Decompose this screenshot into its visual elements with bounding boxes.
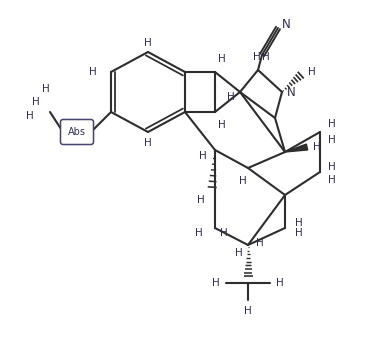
Text: H: H <box>295 218 303 228</box>
Text: H: H <box>144 38 152 48</box>
Text: H: H <box>197 195 205 205</box>
Text: H: H <box>313 142 321 152</box>
Text: H: H <box>89 67 97 77</box>
Text: H: H <box>328 119 336 129</box>
Text: H: H <box>239 176 247 186</box>
Text: H: H <box>218 54 226 64</box>
Polygon shape <box>285 144 308 152</box>
Text: N: N <box>282 17 291 31</box>
Text: H: H <box>235 248 243 258</box>
Text: H: H <box>253 52 261 62</box>
Text: H: H <box>276 278 284 288</box>
Text: H: H <box>328 162 336 172</box>
Text: H: H <box>227 92 235 102</box>
FancyBboxPatch shape <box>61 119 93 144</box>
Text: H: H <box>328 175 336 185</box>
Text: H: H <box>328 135 336 145</box>
Text: H: H <box>295 228 303 238</box>
Text: H: H <box>144 138 152 148</box>
Text: H: H <box>244 306 252 316</box>
Text: H: H <box>212 278 220 288</box>
Text: H: H <box>256 238 264 248</box>
Text: H: H <box>262 52 270 62</box>
Text: H: H <box>42 84 50 94</box>
Text: H: H <box>195 228 203 238</box>
Text: Abs: Abs <box>68 127 86 137</box>
Text: H: H <box>26 111 34 121</box>
Text: H: H <box>218 120 226 130</box>
Text: N: N <box>287 86 296 98</box>
Text: H: H <box>308 67 316 77</box>
Text: H: H <box>32 97 40 107</box>
Text: H: H <box>199 151 207 161</box>
Text: H: H <box>220 228 228 238</box>
